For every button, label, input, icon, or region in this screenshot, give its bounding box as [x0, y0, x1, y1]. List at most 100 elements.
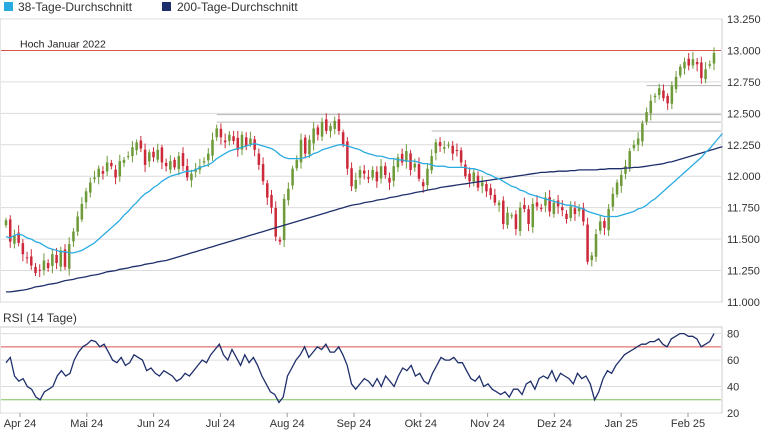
price-plot-area — [0, 18, 723, 303]
candle-body — [139, 140, 143, 149]
candle-body — [704, 69, 707, 80]
candle-body — [333, 120, 336, 129]
rsi-plot-area — [0, 326, 723, 414]
candle-body — [25, 257, 29, 259]
x-tick-label: Mai 24 — [70, 418, 103, 430]
candle-body — [489, 188, 492, 196]
candle-body — [632, 144, 636, 149]
candle-body — [438, 142, 442, 147]
x-tick-label: Sep 24 — [337, 418, 372, 430]
price-y-axis: 13.250 13.000 12.750 12.500 12.250 12.000 11.7… — [727, 14, 761, 309]
candle-body — [160, 147, 164, 163]
candle-body — [375, 171, 379, 182]
candle-body — [396, 157, 400, 168]
candle-body — [712, 52, 716, 64]
candle-body — [443, 147, 446, 149]
candle-body — [122, 159, 126, 163]
candle-body — [472, 172, 476, 182]
candle-body — [38, 269, 41, 271]
candle-body — [531, 203, 535, 228]
candle-body — [76, 216, 79, 232]
candle-body — [337, 119, 341, 131]
candle-body — [126, 156, 130, 158]
candle-body — [413, 163, 417, 168]
price-tick-label: 12.750 — [727, 77, 761, 89]
candle-body — [63, 249, 67, 267]
candlesticks — [4, 47, 716, 278]
candle-body — [114, 169, 117, 178]
candle-body — [46, 263, 50, 269]
candle-body — [299, 139, 303, 163]
candle-body — [514, 214, 518, 230]
candle-body — [143, 149, 147, 165]
price-tick-label: 11.250 — [727, 266, 760, 278]
candle-body — [8, 219, 12, 242]
candle-body — [577, 207, 581, 212]
candle-body — [358, 169, 362, 178]
x-tick-label: Apr 24 — [4, 418, 36, 430]
candle-body — [93, 177, 96, 180]
ma38-line — [5, 133, 723, 254]
candle-body — [573, 208, 577, 214]
candle-body — [156, 149, 159, 160]
rsi-line — [5, 332, 715, 404]
candle-body — [405, 151, 408, 162]
candle-body — [84, 191, 88, 203]
price-tick-label: 12.500 — [727, 108, 761, 120]
legend-label-ma38: 38-Tage-Durchschnitt — [18, 0, 133, 14]
candle-body — [636, 138, 640, 145]
legend: 38-Tage-Durchschnitt 200-Tage-Durchschni… — [4, 0, 298, 14]
candle-body — [700, 62, 703, 79]
candle-body — [569, 206, 572, 218]
price-panel: Hoch Januar 2022 13.250 13.000 12.750 12.50… — [0, 14, 761, 309]
x-tick-label: Aug 24 — [270, 418, 305, 430]
candle-body — [131, 147, 134, 157]
candle-body — [502, 200, 505, 225]
candle-body — [202, 161, 206, 163]
candle-body — [67, 244, 71, 269]
candle-body — [691, 59, 695, 66]
candle-body — [539, 207, 543, 209]
candle-body — [523, 205, 526, 209]
candle-body — [278, 239, 282, 242]
candle-body — [325, 119, 328, 131]
candle-body — [666, 95, 669, 104]
candle-body — [430, 156, 433, 171]
candle-body — [485, 184, 488, 192]
candle-body — [354, 179, 358, 189]
candle-body — [207, 153, 210, 161]
candle-body — [527, 209, 530, 225]
x-tick-label: Jan 25 — [605, 418, 638, 430]
candle-body — [173, 159, 176, 168]
candle-body — [379, 166, 383, 179]
candle-body — [565, 213, 568, 219]
candle-body — [455, 149, 459, 152]
candle-body — [708, 64, 712, 66]
legend-swatch-ma200 — [162, 2, 171, 11]
candle-body — [105, 162, 109, 172]
candle-body — [257, 153, 261, 165]
candle-body — [97, 168, 100, 177]
candle-body — [291, 168, 294, 186]
price-tick-label: 13.250 — [727, 14, 761, 26]
ma200-line — [6, 146, 723, 293]
legend-swatch-ma38 — [4, 2, 13, 11]
candle-body — [510, 215, 513, 217]
candle-body — [350, 168, 353, 187]
candle-body — [270, 194, 273, 208]
x-tick-label: Okt 24 — [405, 418, 437, 430]
price-tick-label: 11.000 — [727, 297, 760, 309]
candle-body — [447, 144, 450, 146]
candle-body — [653, 95, 657, 98]
candle-body — [329, 125, 332, 132]
candle-body — [177, 156, 181, 170]
candle-body — [17, 232, 20, 243]
candle-body — [118, 161, 122, 177]
candle-body — [645, 112, 648, 122]
candle-body — [30, 256, 33, 266]
candle-body — [219, 128, 223, 138]
candle-body — [518, 207, 522, 232]
candle-body — [451, 145, 454, 154]
candle-body — [611, 193, 615, 207]
candle-body — [274, 207, 277, 237]
